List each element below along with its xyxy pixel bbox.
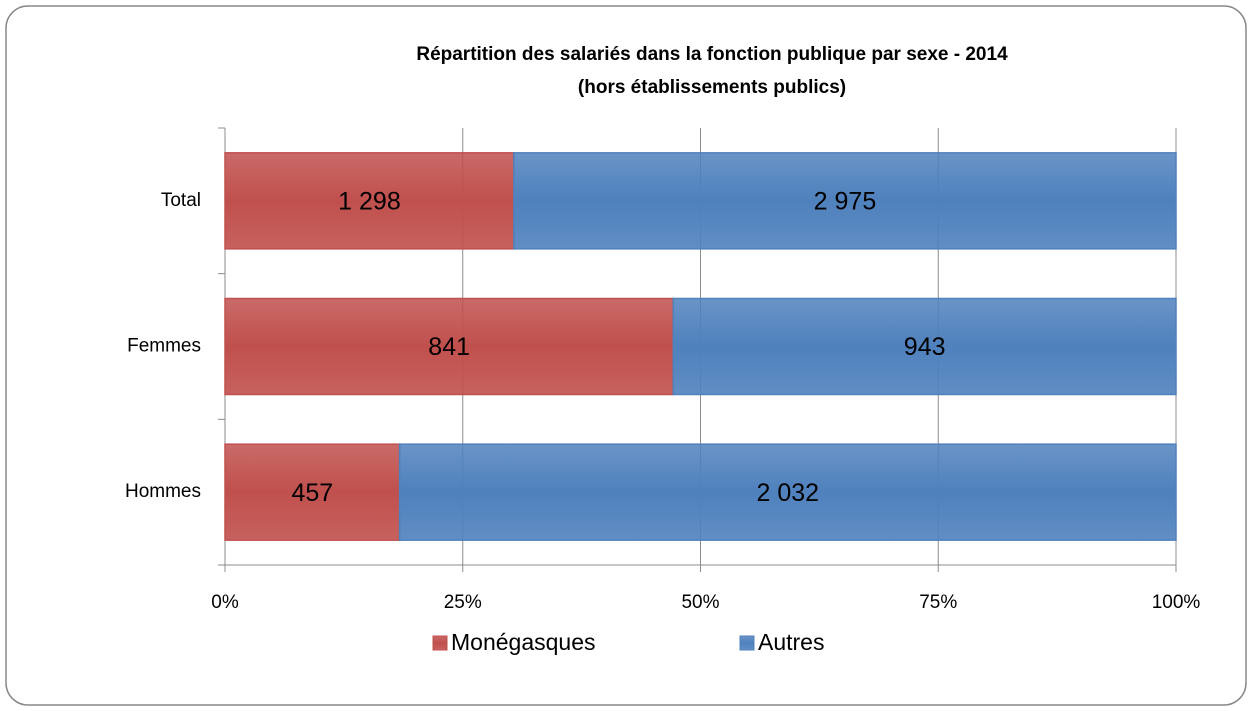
bar <box>513 152 1177 250</box>
data-label: 2 032 <box>757 479 820 507</box>
data-label: 943 <box>904 333 946 361</box>
x-tick-label: 100% <box>1152 592 1201 613</box>
bar <box>224 443 401 541</box>
legend-label: Monégasques <box>451 629 596 655</box>
legend-swatch <box>432 635 448 651</box>
x-tick-label: 25% <box>444 592 482 613</box>
bar <box>224 152 515 250</box>
bar <box>398 443 1177 541</box>
x-tick-label: 0% <box>211 592 239 613</box>
x-tick-label: 75% <box>919 592 957 613</box>
y-tick-label: Hommes <box>125 481 201 502</box>
legend-label: Autres <box>758 629 824 655</box>
y-tick-label: Femmes <box>127 336 201 357</box>
bar <box>224 297 675 396</box>
y-tick-label: Total <box>161 190 201 211</box>
data-label: 1 298 <box>338 187 401 215</box>
bar <box>672 297 1177 396</box>
data-label: 841 <box>428 333 470 361</box>
x-tick-label: 50% <box>681 592 719 613</box>
chart-subtitle: (hors établissements publics) <box>578 77 846 98</box>
data-label: 2 975 <box>814 187 877 215</box>
chart-title: Répartition des salariés dans la fonctio… <box>416 44 1008 65</box>
data-label: 457 <box>291 479 333 507</box>
legend-swatch <box>739 635 755 651</box>
